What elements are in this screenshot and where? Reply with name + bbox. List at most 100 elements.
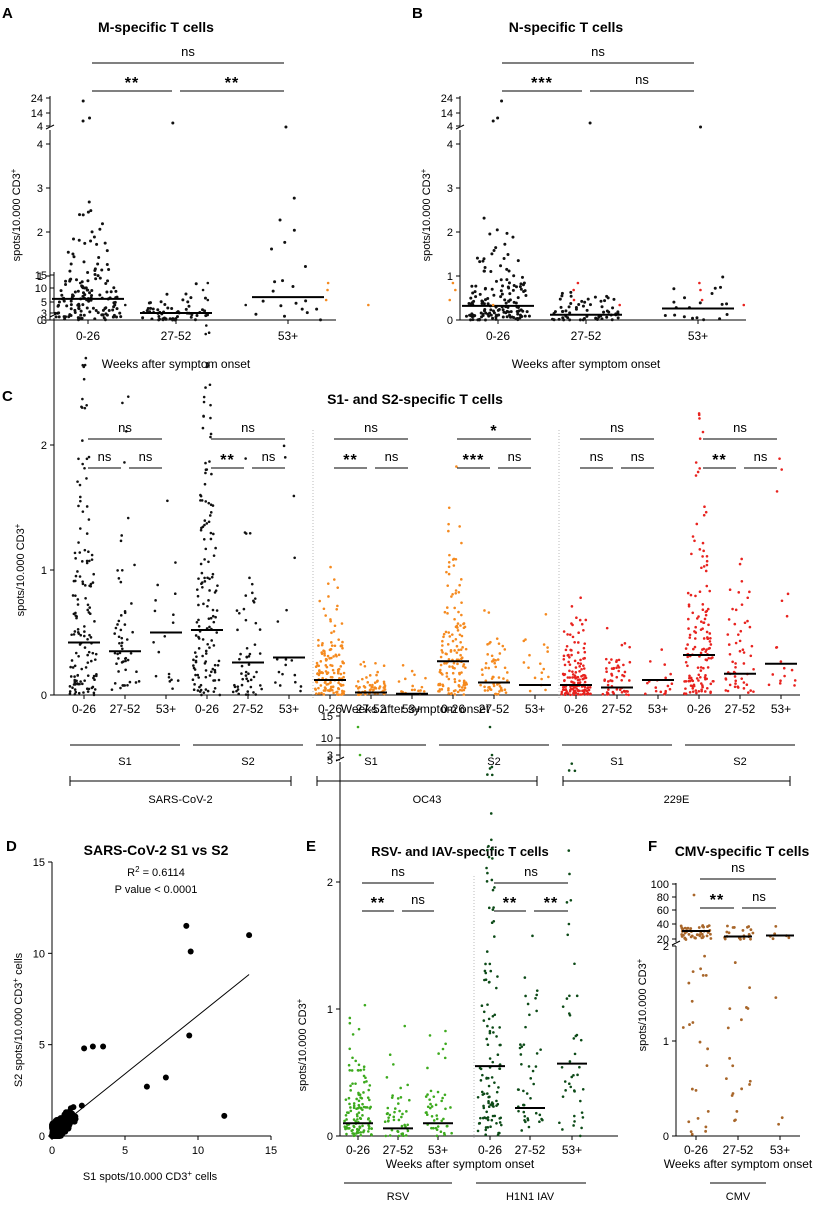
data-point [779, 660, 783, 663]
data-point [499, 1123, 503, 1127]
data-point [171, 121, 175, 125]
data-point [354, 1059, 358, 1063]
data-point [482, 216, 486, 220]
data-point [89, 1043, 96, 1050]
data-point [341, 646, 344, 650]
x-tick-label: 0-26 [478, 1143, 502, 1157]
data-point [488, 767, 492, 770]
data-point [746, 691, 750, 694]
data-point [69, 303, 73, 307]
data-point [370, 1133, 373, 1136]
data-point [547, 675, 550, 679]
data-point [691, 316, 695, 320]
data-point [213, 679, 217, 682]
data-point [196, 673, 200, 677]
data-point [401, 1134, 405, 1138]
data-point [392, 1115, 396, 1119]
data-point [203, 662, 207, 665]
significance-label: ns [385, 449, 399, 464]
data-point [523, 289, 527, 293]
data-point [499, 289, 503, 293]
data-point [357, 1111, 361, 1114]
data-point [567, 769, 571, 772]
data-point [573, 675, 576, 679]
data-point [92, 693, 96, 697]
significance-label: ns [181, 44, 195, 59]
data-point [279, 304, 283, 308]
data-point [86, 637, 89, 641]
data-point [376, 679, 379, 683]
data-point [486, 1092, 489, 1095]
data-point [383, 688, 387, 691]
data-point [476, 1129, 480, 1133]
data-point [278, 684, 282, 687]
data-point [450, 1131, 453, 1135]
data-point [382, 686, 386, 689]
data-point [73, 678, 77, 682]
data-point [464, 647, 468, 651]
data-point [705, 934, 709, 938]
data-point [81, 580, 84, 583]
data-point [339, 665, 343, 668]
data-point [507, 286, 511, 290]
data-point [522, 639, 526, 643]
data-point [361, 1102, 364, 1106]
data-point [701, 603, 705, 606]
data-point [607, 310, 611, 314]
data-point [249, 685, 253, 689]
data-point [170, 306, 174, 310]
data-point [354, 1082, 357, 1085]
data-point [120, 644, 123, 648]
data-point [520, 275, 524, 279]
data-point [691, 970, 695, 974]
data-point [195, 620, 199, 624]
data-point [448, 298, 452, 302]
data-point [231, 690, 235, 694]
data-point [459, 641, 462, 644]
y-tick-label: 0 [327, 1131, 333, 1143]
data-point [610, 658, 613, 661]
data-point [684, 687, 687, 690]
data-point [244, 674, 248, 677]
data-point [628, 660, 632, 664]
data-point [120, 534, 123, 537]
data-point [120, 661, 124, 664]
data-point [572, 687, 575, 690]
data-point [689, 927, 693, 930]
data-point [326, 671, 330, 674]
data-point [569, 301, 573, 305]
data-point [84, 597, 87, 600]
data-point [208, 625, 211, 629]
data-point [60, 293, 64, 297]
data-point [695, 617, 699, 620]
data-point [701, 648, 704, 651]
data-point [410, 688, 414, 692]
data-point [709, 682, 713, 686]
data-point [355, 1097, 358, 1101]
data-point [576, 281, 580, 285]
data-point [575, 994, 579, 998]
data-point [208, 577, 211, 581]
y-tick-label: 0 [41, 690, 47, 702]
data-point [79, 633, 83, 637]
significance-label: ** [710, 892, 724, 909]
data-point [494, 279, 498, 283]
data-point [771, 937, 775, 941]
data-point [696, 1116, 700, 1120]
significance-label: ns [508, 449, 522, 464]
data-point [439, 1130, 443, 1134]
data-point [78, 281, 82, 285]
data-point [86, 288, 90, 292]
data-point [443, 610, 447, 614]
data-point [558, 1121, 561, 1125]
data-point [586, 686, 589, 690]
data-point [583, 674, 587, 678]
y-axis-label-sup: + [11, 978, 20, 983]
x-tick-label: 27-52 [571, 329, 602, 343]
data-point [505, 267, 509, 271]
data-point [731, 926, 735, 929]
y-tick-label: 0 [37, 315, 43, 327]
data-point [397, 1118, 401, 1122]
y-tick-label: 15 [33, 857, 45, 869]
data-point [113, 632, 116, 635]
